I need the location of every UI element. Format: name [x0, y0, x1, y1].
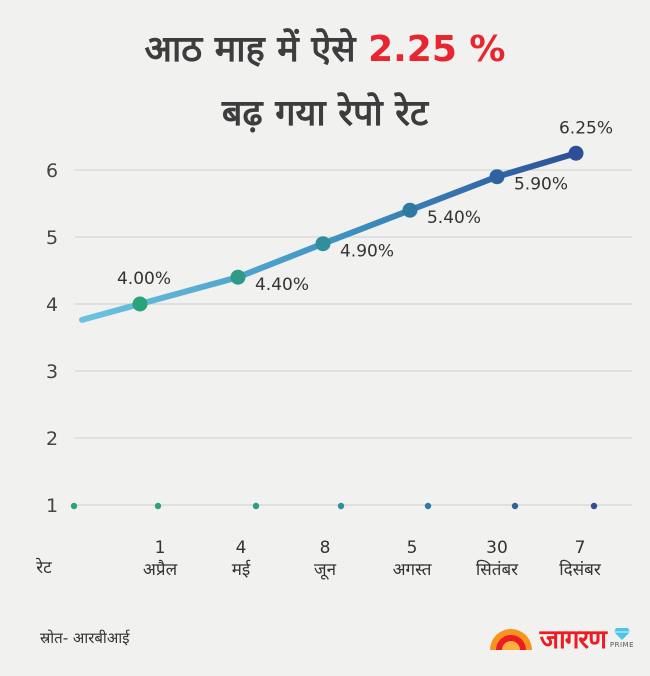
title-text: आठ माह में ऐसे: [144, 29, 369, 70]
jagran-prime-logo: जागरण PRIME: [488, 618, 634, 658]
diamond-icon: [613, 628, 630, 640]
category-month-label: जून: [314, 560, 337, 580]
category-month-label: अप्रैल: [143, 559, 178, 580]
data-point: [568, 145, 584, 161]
category-month-label: मई: [232, 559, 252, 580]
category-day-label: 5: [407, 538, 418, 558]
data-label: 5.90%: [514, 175, 568, 195]
data-label: 4.90%: [340, 242, 394, 262]
y-axis-ticks: 1 2 3 4 5 6: [46, 160, 58, 517]
category-day-label: 1: [155, 538, 166, 558]
prime-badge: PRIME: [609, 641, 634, 649]
data-labels: 4.00% 4.40% 4.90% 5.40% 5.90% 6.25%: [117, 118, 613, 295]
data-label: 5.40%: [427, 208, 481, 228]
data-point: [489, 169, 505, 185]
category-day-label: 7: [575, 538, 586, 558]
y-tick-label: 2: [46, 428, 58, 450]
data-point: [230, 269, 246, 285]
data-point: [132, 296, 148, 312]
category-day-label: 30: [486, 538, 508, 558]
baseline-dot: [154, 502, 162, 510]
category-month-label: दिसंबर: [559, 559, 602, 580]
category-day-label: 4: [236, 538, 247, 558]
y-tick-label: 5: [46, 227, 58, 249]
y-tick-label: 3: [46, 361, 58, 383]
baseline-dot: [337, 502, 345, 510]
category-month-label: सितंबर: [476, 559, 519, 580]
data-points: [132, 145, 584, 312]
sunrise-icon: [489, 629, 532, 650]
title-highlight: 2.25 %: [368, 29, 506, 70]
baseline-dot: [511, 502, 519, 510]
source-note: स्रोत- आरबीआई: [40, 629, 130, 647]
data-point: [315, 236, 331, 252]
y-tick-label: 4: [46, 294, 58, 316]
data-point: [402, 202, 418, 218]
chart-title-line-2: बढ़ गया रेपो रेट: [221, 93, 429, 134]
row-label: रेट: [35, 557, 52, 578]
data-label: 4.00%: [117, 269, 171, 289]
data-label: 6.25%: [559, 118, 613, 138]
baseline-dot: [424, 502, 432, 510]
baseline-dot: [70, 502, 78, 510]
gridlines: [75, 169, 632, 506]
category-month-label: अगस्त: [393, 560, 432, 580]
category-day-label: 8: [320, 538, 331, 558]
brand-name: जागरण: [539, 625, 607, 655]
chart-title-line-1: आठ माह में ऐसे 2.25 %: [0, 28, 650, 71]
y-tick-label: 6: [46, 160, 58, 182]
baseline-dots: [70, 502, 598, 510]
baseline-dot: [590, 502, 598, 510]
data-label: 4.40%: [255, 275, 309, 295]
baseline-dot: [252, 502, 260, 510]
y-tick-label: 1: [46, 495, 58, 517]
